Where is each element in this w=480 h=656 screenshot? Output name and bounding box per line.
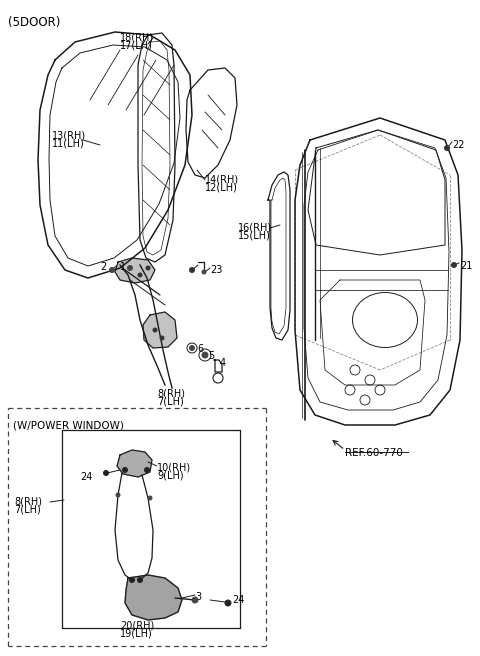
Circle shape [116, 493, 120, 497]
Text: 5: 5 [208, 351, 214, 361]
Text: 2: 2 [100, 262, 106, 272]
Circle shape [202, 270, 206, 274]
Circle shape [202, 352, 208, 358]
Text: 24: 24 [80, 472, 92, 482]
Polygon shape [143, 312, 177, 348]
Text: (5DOOR): (5DOOR) [8, 16, 60, 29]
Circle shape [452, 262, 456, 268]
Text: 13(RH): 13(RH) [52, 130, 86, 140]
Text: 22: 22 [452, 140, 465, 150]
Circle shape [160, 336, 164, 340]
Polygon shape [115, 258, 155, 283]
Circle shape [444, 146, 449, 150]
Text: 16(RH): 16(RH) [238, 222, 272, 232]
Text: 6: 6 [197, 344, 203, 354]
Circle shape [190, 268, 194, 272]
Text: 4: 4 [220, 358, 226, 368]
Text: REF.60-770: REF.60-770 [345, 448, 403, 458]
Circle shape [148, 496, 152, 500]
Circle shape [138, 273, 142, 277]
Circle shape [137, 577, 143, 583]
Text: 15(LH): 15(LH) [238, 230, 271, 240]
Text: 1: 1 [120, 262, 126, 272]
Circle shape [146, 266, 150, 270]
Text: 17(LH): 17(LH) [120, 41, 153, 51]
Text: 24: 24 [232, 595, 244, 605]
Text: 9(LH): 9(LH) [157, 470, 184, 480]
Circle shape [192, 597, 198, 603]
Circle shape [130, 577, 134, 583]
Text: 11(LH): 11(LH) [52, 138, 85, 148]
Circle shape [122, 468, 128, 472]
Text: 10(RH): 10(RH) [157, 462, 191, 472]
Circle shape [153, 328, 157, 332]
Text: 20(RH): 20(RH) [120, 620, 154, 630]
Text: 18(RH): 18(RH) [120, 33, 154, 43]
Circle shape [190, 346, 194, 350]
Text: 23: 23 [210, 265, 222, 275]
Circle shape [128, 266, 132, 270]
Circle shape [225, 600, 231, 606]
Text: 12(LH): 12(LH) [205, 183, 238, 193]
Circle shape [109, 268, 115, 272]
Text: 7(LH): 7(LH) [14, 505, 41, 515]
Text: 3: 3 [195, 592, 201, 602]
Polygon shape [125, 575, 182, 620]
Text: 21: 21 [460, 261, 472, 271]
Text: (W/POWER WINDOW): (W/POWER WINDOW) [13, 420, 124, 430]
Text: 8(RH): 8(RH) [157, 388, 185, 398]
Text: 19(LH): 19(LH) [120, 628, 153, 638]
Circle shape [104, 470, 108, 476]
Circle shape [144, 468, 149, 472]
Polygon shape [117, 450, 152, 477]
Text: 8(RH): 8(RH) [14, 497, 42, 507]
Text: 14(RH): 14(RH) [205, 175, 239, 185]
Text: 7(LH): 7(LH) [157, 396, 184, 406]
